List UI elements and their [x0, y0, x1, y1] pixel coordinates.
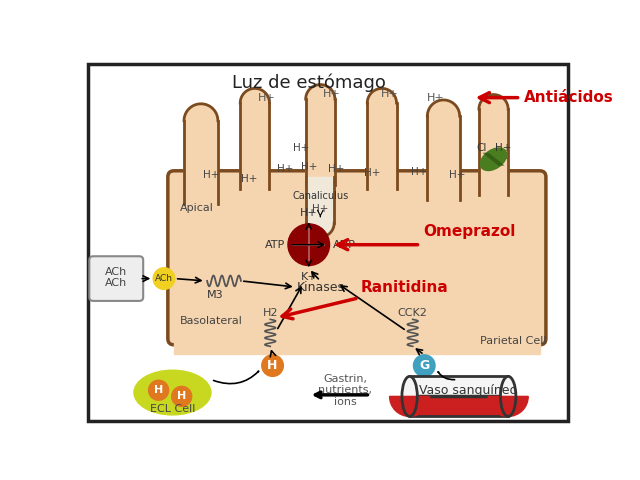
Polygon shape: [307, 177, 334, 223]
Text: G: G: [419, 359, 429, 372]
Circle shape: [172, 386, 192, 407]
Ellipse shape: [481, 148, 507, 170]
Text: Apical: Apical: [180, 203, 214, 213]
Text: H+: H+: [427, 93, 445, 103]
Text: ATP: ATP: [264, 240, 285, 250]
Text: H+: H+: [364, 168, 381, 178]
Text: H: H: [154, 385, 163, 395]
Text: H: H: [177, 391, 186, 401]
Text: Omeprazol: Omeprazol: [424, 224, 516, 239]
Polygon shape: [367, 88, 397, 189]
Text: H+: H+: [301, 162, 317, 172]
Text: Cl: Cl: [477, 144, 487, 154]
FancyArrowPatch shape: [214, 371, 259, 384]
Polygon shape: [428, 100, 460, 200]
Text: H+: H+: [328, 164, 344, 174]
Text: H+: H+: [323, 89, 340, 99]
Text: Canaliculus: Canaliculus: [292, 191, 348, 201]
FancyBboxPatch shape: [168, 171, 546, 345]
Ellipse shape: [134, 370, 211, 415]
Polygon shape: [174, 323, 540, 354]
Wedge shape: [390, 396, 429, 417]
Polygon shape: [307, 223, 334, 237]
FancyBboxPatch shape: [88, 64, 568, 421]
Polygon shape: [240, 88, 269, 189]
Text: Basolateral: Basolateral: [180, 316, 243, 326]
Text: Luz de estómago: Luz de estómago: [232, 73, 386, 92]
Circle shape: [148, 380, 168, 400]
Text: H: H: [268, 359, 278, 372]
Text: H+: H+: [257, 93, 275, 103]
Text: CCK2: CCK2: [398, 308, 428, 318]
Polygon shape: [306, 84, 335, 185]
Bar: [410, 396, 508, 417]
Text: M3: M3: [207, 290, 224, 300]
Text: Gastrin,
nutrients,
ions: Gastrin, nutrients, ions: [318, 373, 372, 407]
Text: H+: H+: [381, 89, 399, 99]
Text: K+: K+: [300, 272, 317, 282]
Text: H2: H2: [262, 308, 278, 318]
Circle shape: [153, 268, 175, 289]
Text: H+: H+: [492, 154, 508, 164]
Text: H+: H+: [293, 144, 309, 154]
Text: H+: H+: [312, 204, 328, 214]
Text: H+: H+: [203, 169, 219, 180]
Ellipse shape: [500, 376, 516, 417]
Ellipse shape: [402, 376, 417, 417]
Text: Antiácidos: Antiácidos: [524, 90, 613, 105]
Text: ACh: ACh: [155, 274, 173, 283]
Text: H+: H+: [449, 169, 465, 180]
Text: ADP: ADP: [333, 240, 355, 250]
FancyArrowPatch shape: [438, 372, 454, 380]
Circle shape: [262, 355, 284, 376]
Text: H+: H+: [300, 208, 317, 218]
Text: ACh: ACh: [105, 267, 127, 276]
Text: H+: H+: [411, 167, 427, 177]
Circle shape: [288, 224, 330, 265]
Text: Kinases: Kinases: [296, 280, 344, 294]
Polygon shape: [184, 104, 218, 204]
Text: Vaso sanguíneo: Vaso sanguíneo: [419, 384, 517, 397]
Text: H+: H+: [495, 144, 512, 154]
Text: H+: H+: [241, 174, 258, 184]
Text: Ranitidina: Ranitidina: [361, 280, 449, 295]
Circle shape: [413, 355, 435, 376]
Text: ECL Cell: ECL Cell: [150, 405, 195, 415]
Text: H+: H+: [278, 164, 294, 174]
Text: ACh: ACh: [105, 278, 127, 288]
FancyBboxPatch shape: [90, 256, 143, 301]
Text: Parietal Cell: Parietal Cell: [481, 336, 547, 346]
Wedge shape: [488, 396, 528, 417]
Bar: [410, 376, 508, 417]
Polygon shape: [479, 95, 508, 195]
